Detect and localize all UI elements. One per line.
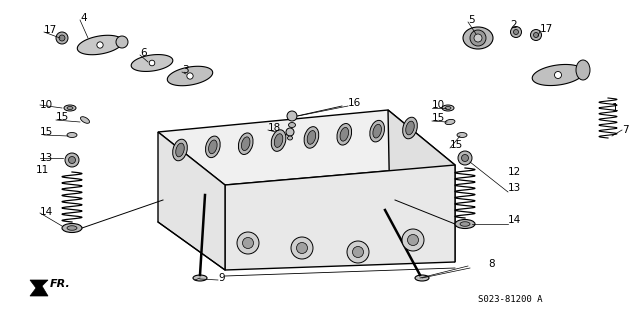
Ellipse shape — [445, 119, 455, 125]
Polygon shape — [167, 66, 212, 86]
Ellipse shape — [415, 275, 429, 281]
Ellipse shape — [304, 127, 319, 148]
Ellipse shape — [307, 130, 316, 144]
Ellipse shape — [205, 136, 220, 158]
Circle shape — [97, 42, 103, 48]
Text: 14: 14 — [40, 207, 53, 217]
Text: 15: 15 — [450, 140, 463, 150]
Ellipse shape — [64, 105, 76, 111]
Ellipse shape — [176, 143, 184, 157]
Polygon shape — [158, 132, 225, 270]
Text: 10: 10 — [432, 100, 445, 110]
Ellipse shape — [576, 60, 590, 80]
Text: 14: 14 — [508, 215, 521, 225]
Circle shape — [243, 238, 253, 249]
Circle shape — [287, 111, 297, 121]
Text: FR.: FR. — [50, 279, 71, 289]
Text: 1: 1 — [612, 103, 619, 113]
Ellipse shape — [81, 117, 90, 123]
Ellipse shape — [445, 107, 451, 109]
Ellipse shape — [67, 226, 77, 230]
Circle shape — [402, 229, 424, 251]
Circle shape — [408, 234, 419, 246]
Ellipse shape — [457, 132, 467, 137]
Text: 13: 13 — [40, 153, 53, 163]
Text: 5: 5 — [468, 15, 475, 25]
Text: 17: 17 — [44, 25, 57, 35]
Ellipse shape — [67, 107, 73, 109]
Ellipse shape — [340, 128, 349, 141]
Circle shape — [65, 153, 79, 167]
Text: 6: 6 — [140, 48, 147, 58]
Ellipse shape — [289, 122, 296, 128]
Circle shape — [149, 60, 155, 66]
Circle shape — [296, 242, 307, 254]
Polygon shape — [30, 280, 48, 296]
Text: 16: 16 — [348, 98, 361, 108]
Circle shape — [56, 32, 68, 44]
Text: 2: 2 — [510, 20, 516, 30]
Circle shape — [474, 34, 482, 42]
Circle shape — [513, 29, 518, 34]
Ellipse shape — [275, 134, 283, 147]
Circle shape — [531, 29, 541, 41]
Circle shape — [187, 73, 193, 79]
Polygon shape — [77, 35, 123, 55]
Ellipse shape — [241, 137, 250, 151]
Circle shape — [461, 154, 468, 161]
Text: 13: 13 — [508, 183, 521, 193]
Circle shape — [470, 30, 486, 46]
Text: 7: 7 — [622, 125, 628, 135]
Ellipse shape — [62, 224, 82, 233]
Text: 10: 10 — [40, 100, 53, 110]
Ellipse shape — [287, 136, 292, 140]
Text: 4: 4 — [80, 13, 86, 23]
Ellipse shape — [238, 133, 253, 154]
Polygon shape — [225, 165, 455, 270]
Text: 9: 9 — [218, 273, 225, 283]
Ellipse shape — [463, 27, 493, 49]
Text: 8: 8 — [488, 259, 495, 269]
Circle shape — [353, 247, 364, 257]
Ellipse shape — [370, 120, 385, 142]
Circle shape — [347, 241, 369, 263]
Ellipse shape — [67, 132, 77, 137]
Text: 15: 15 — [56, 112, 69, 122]
Text: 15: 15 — [40, 127, 53, 137]
Circle shape — [534, 33, 538, 38]
Circle shape — [291, 237, 313, 259]
Ellipse shape — [193, 275, 207, 281]
Ellipse shape — [373, 124, 381, 138]
Ellipse shape — [337, 123, 351, 145]
Text: 15: 15 — [432, 113, 445, 123]
Circle shape — [511, 26, 522, 38]
Text: 3: 3 — [182, 65, 189, 75]
Circle shape — [68, 157, 76, 164]
Circle shape — [286, 128, 294, 136]
Ellipse shape — [173, 139, 188, 161]
Text: 18: 18 — [268, 123, 281, 133]
Polygon shape — [388, 110, 455, 262]
Text: 11: 11 — [36, 165, 49, 175]
Ellipse shape — [209, 140, 217, 154]
Polygon shape — [532, 64, 584, 85]
Polygon shape — [131, 55, 173, 71]
Ellipse shape — [442, 105, 454, 111]
Ellipse shape — [455, 219, 475, 228]
Text: S023-81200 A: S023-81200 A — [477, 295, 542, 305]
Ellipse shape — [406, 121, 414, 135]
Circle shape — [59, 35, 65, 41]
Ellipse shape — [403, 117, 417, 139]
Ellipse shape — [460, 222, 470, 226]
Circle shape — [116, 36, 128, 48]
Circle shape — [237, 232, 259, 254]
Circle shape — [554, 71, 561, 78]
Ellipse shape — [271, 130, 286, 151]
Text: 12: 12 — [508, 167, 521, 177]
Text: 17: 17 — [540, 24, 553, 34]
Polygon shape — [158, 110, 455, 185]
Circle shape — [458, 151, 472, 165]
